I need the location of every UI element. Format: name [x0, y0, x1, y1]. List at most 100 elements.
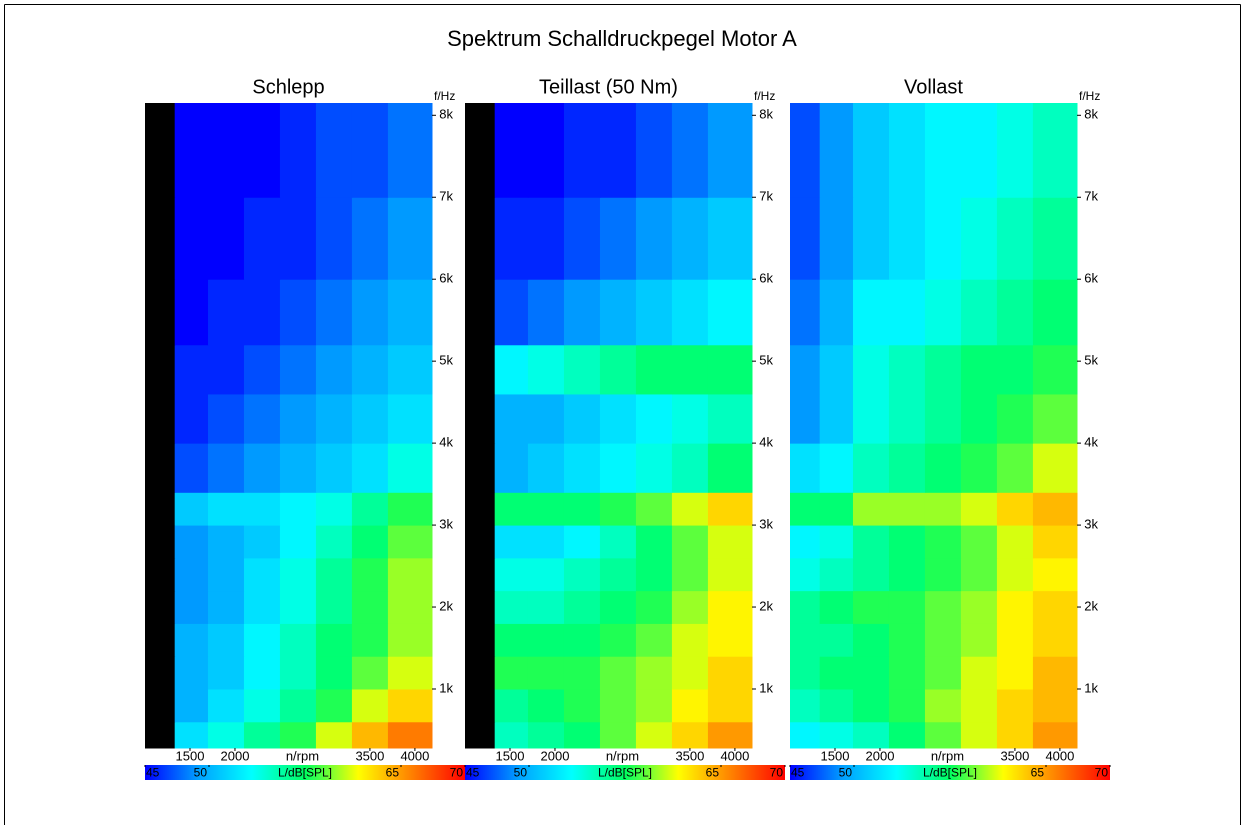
heatmap-cell [243, 590, 281, 624]
heatmap-cell [494, 197, 529, 280]
y-tick-label: 8k [759, 107, 773, 122]
heatmap-cell [790, 443, 821, 493]
heatmap-cell [279, 492, 317, 526]
heatmap-cell [563, 103, 601, 198]
heatmap-cell [960, 688, 998, 723]
heatmap-cell [790, 393, 821, 444]
heatmap-cell [599, 623, 637, 657]
heatmap-cell [852, 721, 890, 749]
heatmap-cell [465, 197, 496, 280]
heatmap-cell [707, 721, 753, 749]
heatmap-cell [207, 656, 245, 690]
heatmap-cell [243, 393, 281, 444]
heatmap-cell [790, 525, 821, 559]
heatmap-cell [635, 393, 673, 444]
colorbar-tick-label: 50 [194, 766, 208, 780]
heatmap-cell [599, 590, 637, 624]
heatmap-cell [527, 590, 565, 624]
heatmap-cell [145, 557, 176, 592]
heatmap-cell [465, 344, 496, 395]
y-tick-label: 4k [439, 435, 453, 450]
heatmap-cell [671, 656, 709, 690]
heatmap-cell [174, 344, 209, 395]
heatmap-cell [960, 344, 998, 395]
heatmap-cell [1032, 590, 1078, 624]
heatmap-cell [207, 557, 245, 592]
heatmap-cell [924, 279, 962, 346]
heatmap-cell [315, 656, 353, 690]
heatmap-cell [351, 344, 389, 395]
heatmap-cell [174, 525, 209, 559]
heatmap-cell [563, 279, 601, 346]
heatmap-cell [145, 590, 176, 624]
heatmap-cell [351, 557, 389, 592]
x-tick-label: 3500 [355, 748, 384, 763]
heatmap-cell [351, 443, 389, 493]
heatmap-cell [174, 393, 209, 444]
heatmap-cell [279, 393, 317, 444]
x-axis-label: n/rpm [606, 748, 639, 763]
heatmap-cell [315, 492, 353, 526]
heatmap-cell [527, 103, 565, 198]
heatmap-cell [279, 688, 317, 723]
heatmap-cell [790, 344, 821, 395]
heatmap-cell [243, 197, 281, 280]
heatmap-cell [387, 688, 433, 723]
heatmap-cell [243, 688, 281, 723]
heatmap-cell [852, 590, 890, 624]
heatmap-cell [819, 557, 854, 592]
heatmap-cell [174, 443, 209, 493]
y-tick-label: 1k [759, 680, 773, 695]
heatmap-cell [243, 623, 281, 657]
heatmap-cell [819, 656, 854, 690]
heatmap-cell [494, 344, 529, 395]
colorbar-tick-label: 65 [1031, 766, 1045, 780]
heatmap-cell [243, 721, 281, 749]
heatmap-cell [707, 443, 753, 493]
heatmap-cell [494, 443, 529, 493]
x-tick-label: 4000 [1045, 748, 1074, 763]
heatmap-cell [888, 656, 926, 690]
heatmap-cell [174, 197, 209, 280]
heatmap-cell [996, 103, 1034, 198]
heatmap-cell [996, 721, 1034, 749]
heatmap-cell [924, 443, 962, 493]
heatmap-cell [145, 623, 176, 657]
heatmap-cell [707, 103, 753, 198]
heatmap-cell [279, 443, 317, 493]
heatmap-cell [888, 103, 926, 198]
heatmap-cell [351, 492, 389, 526]
heatmap-cell [924, 103, 962, 198]
heatmap-cell [494, 279, 529, 346]
heatmap-cell [563, 557, 601, 592]
heatmap-cell [671, 492, 709, 526]
heatmap-cell [527, 525, 565, 559]
heatmap-cell [494, 525, 529, 559]
heatmap-cell [599, 721, 637, 749]
heatmap-cell [563, 344, 601, 395]
heatmap-cell [387, 623, 433, 657]
heatmap-cell [351, 590, 389, 624]
heatmap-cell [888, 721, 926, 749]
heatmap-cell [315, 525, 353, 559]
heatmap-cell [351, 393, 389, 444]
heatmap-cell [852, 344, 890, 395]
heatmap-cell [924, 344, 962, 395]
heatmap-cell [207, 279, 245, 346]
heatmap-cell [1032, 656, 1078, 690]
heatmap-cell [888, 197, 926, 280]
heatmap-cell [671, 525, 709, 559]
heatmap-cell [465, 443, 496, 493]
heatmap-cell [527, 344, 565, 395]
heatmap-cell [465, 103, 496, 198]
heatmap-cell [1032, 492, 1078, 526]
heatmap-cell [888, 688, 926, 723]
heatmap-cell [494, 688, 529, 723]
heatmap-cell [243, 656, 281, 690]
x-tick-label: 1500 [176, 748, 205, 763]
heatmap-cell [635, 688, 673, 723]
heatmap-cell [1032, 688, 1078, 723]
x-tick-label: 4000 [720, 748, 749, 763]
heatmap-cell [707, 525, 753, 559]
y-tick-label: 5k [759, 353, 773, 368]
